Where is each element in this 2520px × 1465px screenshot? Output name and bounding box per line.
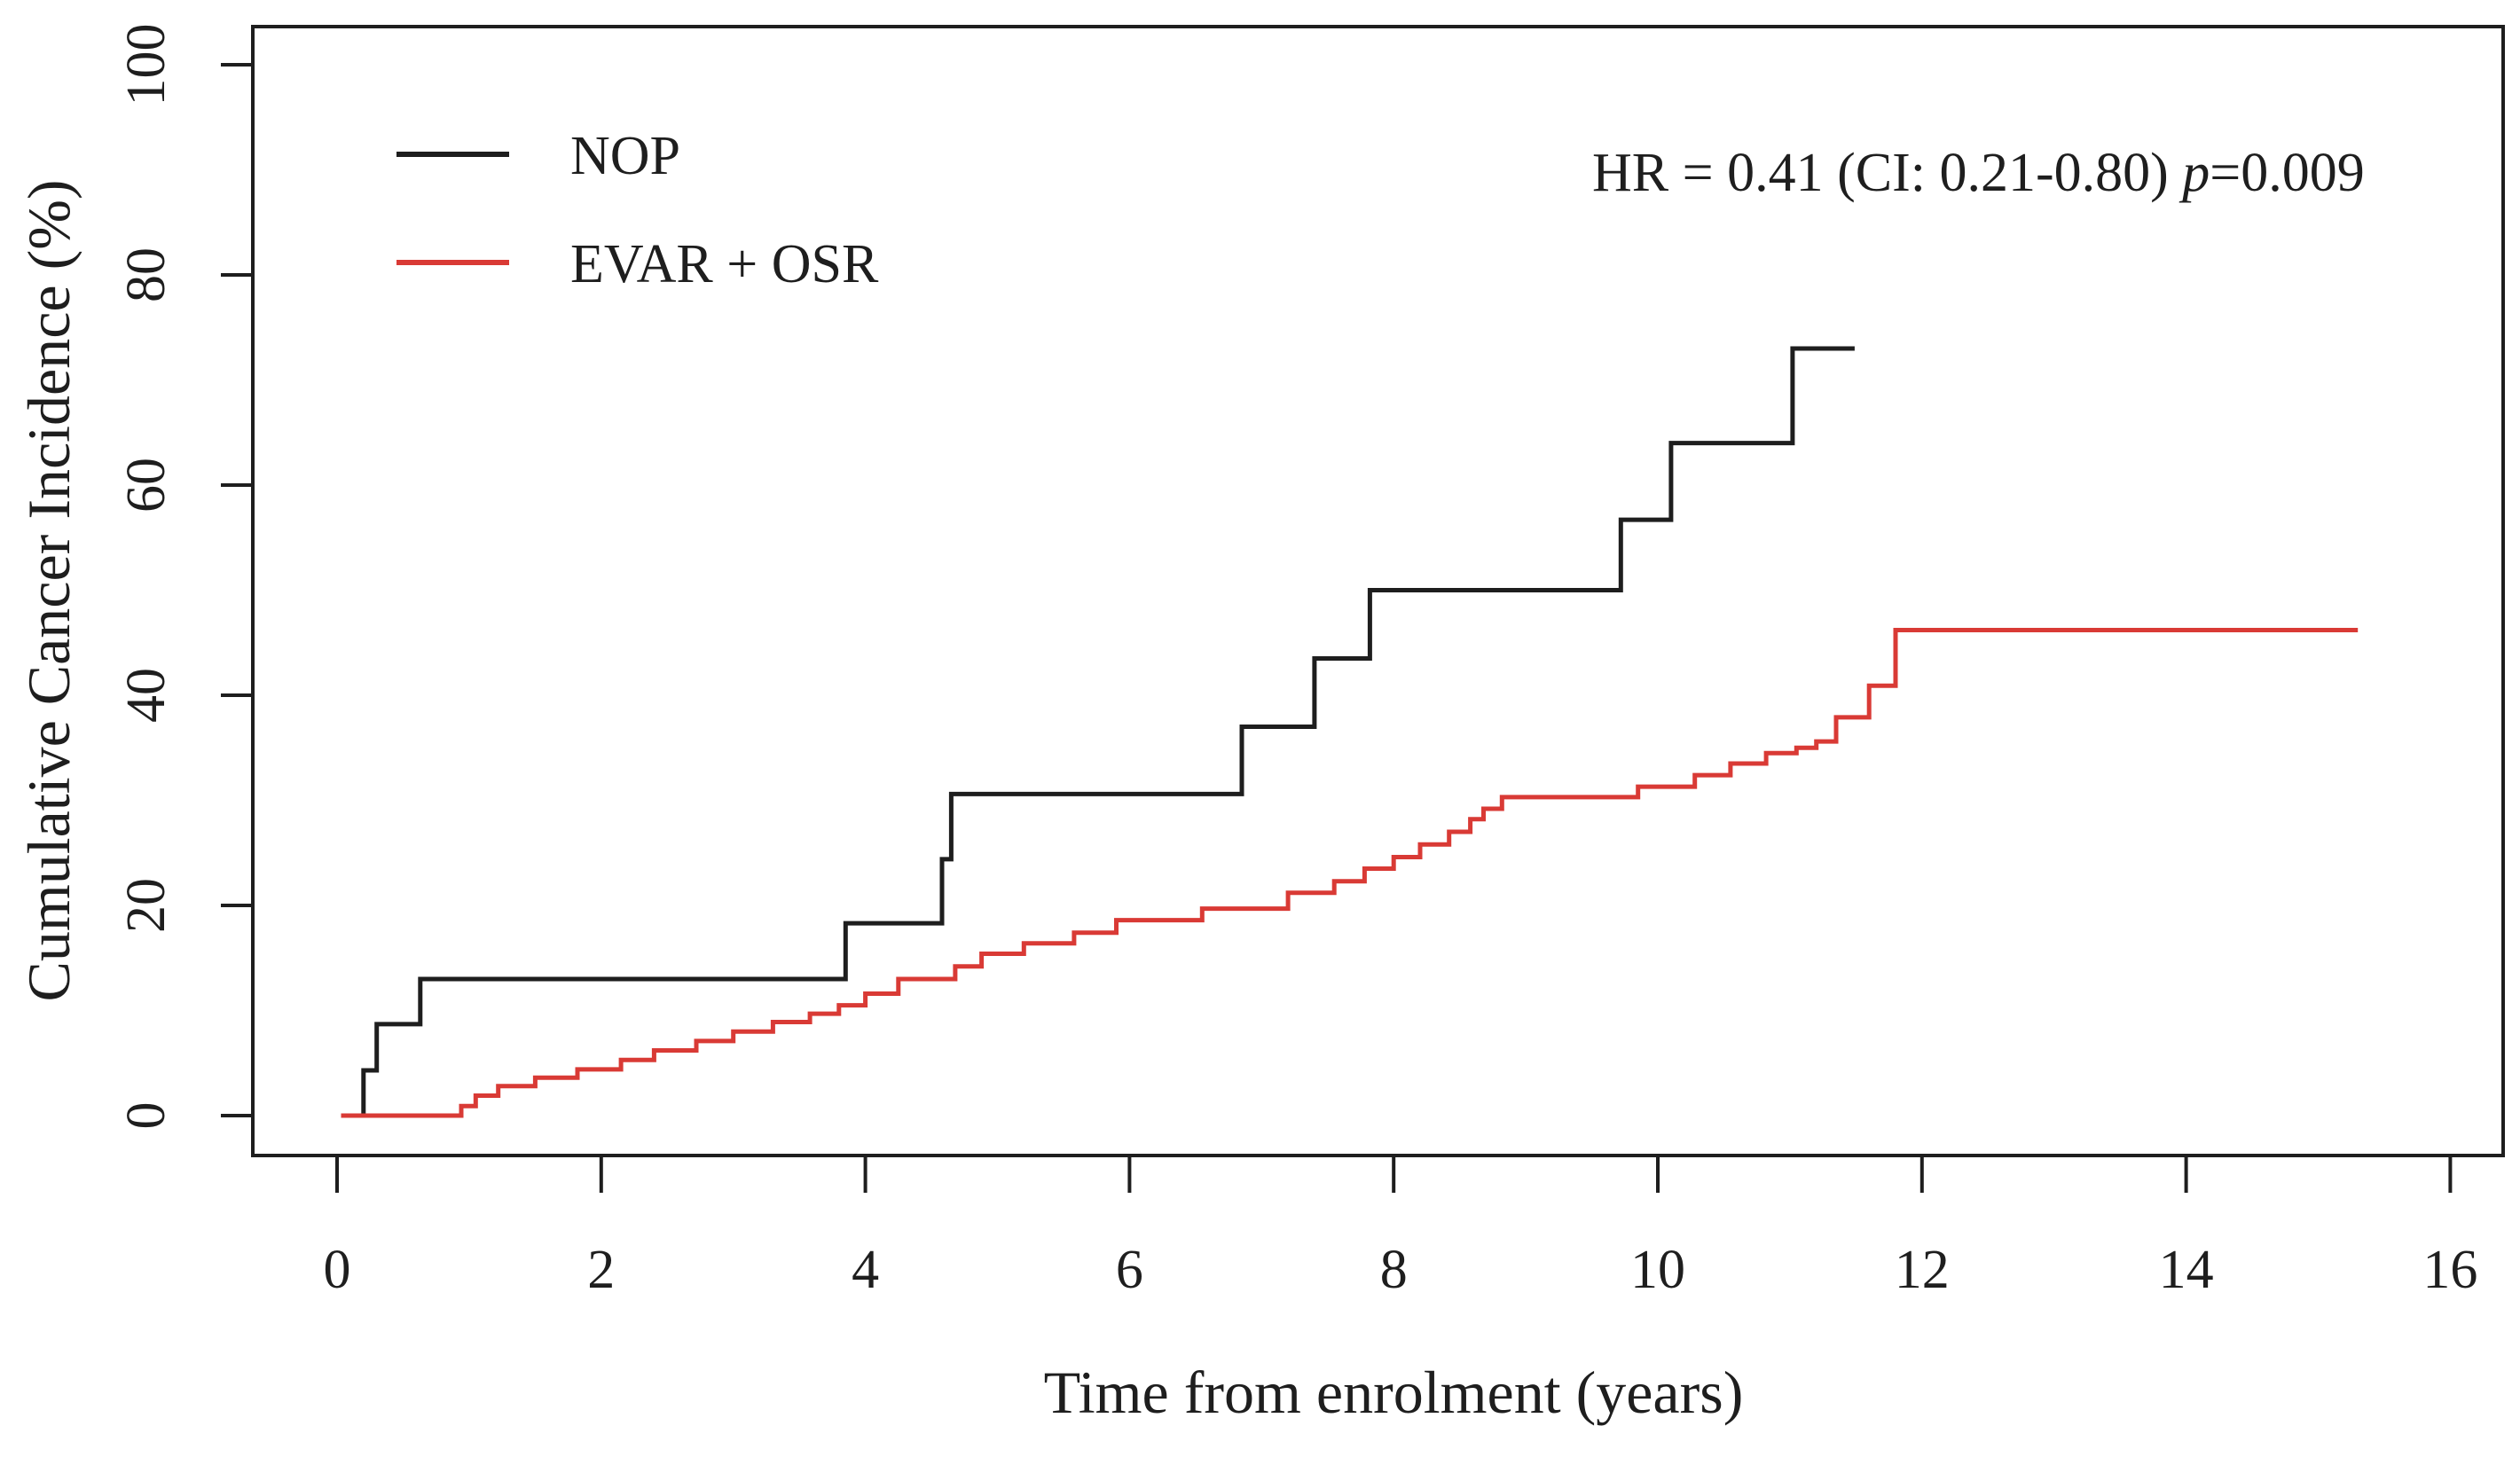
- y-tick-label: 0: [116, 1102, 177, 1130]
- x-axis-tick-labels: 0 2 4 6 8 10 12 14 16: [324, 1240, 2478, 1300]
- evar-osr-curve: [341, 628, 2359, 1118]
- x-tick-label: 4: [852, 1240, 879, 1300]
- x-tick-label: 14: [2159, 1240, 2214, 1300]
- y-axis-title: Cumulative Cancer Incidence (%): [15, 179, 82, 1001]
- x-tick-label: 2: [587, 1240, 615, 1300]
- y-axis-tick-labels: 0 20 40 60 80 100: [116, 24, 177, 1130]
- evar-osr-legend-label: EVAR + OSR: [570, 234, 879, 294]
- nop-legend-label: NOP: [570, 126, 680, 186]
- x-tick-label: 12: [1895, 1240, 1950, 1300]
- plot-area-border: [251, 25, 2505, 1157]
- nop-curve: [341, 346, 1855, 1118]
- y-axis-ticks: [221, 63, 253, 1117]
- x-tick-label: 6: [1116, 1240, 1143, 1300]
- x-axis-title: Time from enrolment (years): [1044, 1359, 1744, 1426]
- legend-entry-nop: NOP: [396, 126, 680, 186]
- y-tick-label: 100: [116, 24, 177, 106]
- y-tick-label: 60: [116, 458, 177, 513]
- annotation-p-symbol: p: [2179, 143, 2210, 203]
- x-tick-label: 8: [1380, 1240, 1408, 1300]
- x-axis-ticks: [335, 1156, 2453, 1193]
- x-tick-label: 10: [1630, 1240, 1685, 1300]
- x-tick-label: 16: [2422, 1240, 2477, 1300]
- legend-entry-evar-osr: EVAR + OSR: [396, 234, 879, 294]
- incidence-curves: [341, 346, 2359, 1118]
- legend: NOP EVAR + OSR: [396, 126, 879, 294]
- annotation-pre: HR = 0.41 (CI: 0.21-0.80): [1592, 143, 2182, 203]
- annotation-post: =0.009: [2210, 143, 2364, 203]
- y-tick-label: 40: [116, 668, 177, 723]
- x-tick-label: 0: [324, 1240, 351, 1300]
- y-tick-label: 80: [116, 247, 177, 302]
- y-tick-label: 20: [116, 878, 177, 933]
- hazard-ratio-annotation: HR = 0.41 (CI: 0.21-0.80) p=0.009: [1592, 143, 2365, 203]
